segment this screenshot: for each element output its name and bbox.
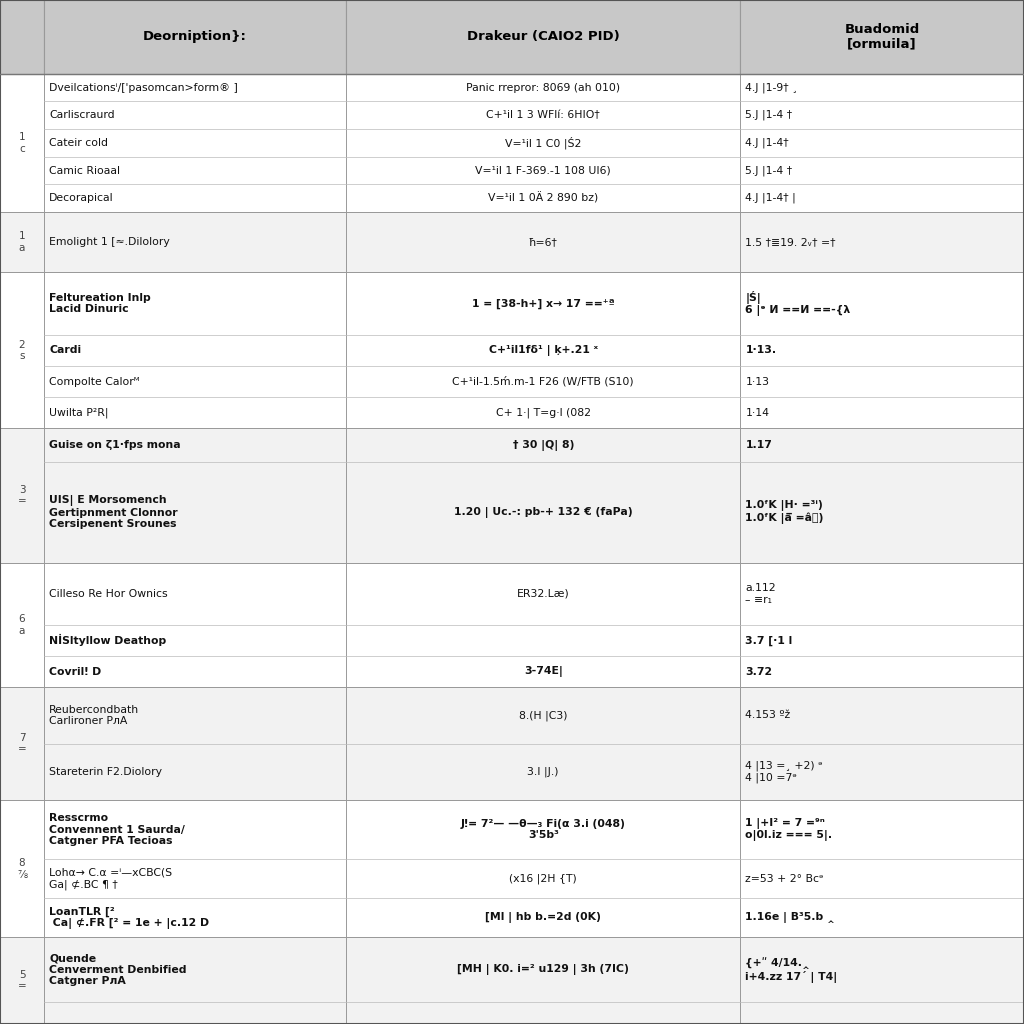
Bar [0,0,44,74]
Text: ħ=6†: ħ=6† [528,238,558,247]
Text: a.112
– ≡r₁: a.112 – ≡r₁ [745,583,776,604]
Text: Jǃ= 7²— —θ—₃ Fi(α 3.i (048)
3'5b³: Jǃ= 7²— —θ—₃ Fi(α 3.i (048) 3'5b³ [461,819,626,841]
Bar [0,937,1024,1024]
Text: |Ś|
6 |ᵊ И ==И ==-{λ: |Ś| 6 |ᵊ И ==И ==-{λ [745,291,851,316]
Text: 3.7 [·1 l: 3.7 [·1 l [745,635,793,645]
Text: 1·14: 1·14 [745,408,769,418]
Text: Emolight 1 [≈.Dilolory: Emolight 1 [≈.Dilolory [49,238,170,247]
Text: 1.5 †≣19. 2ᵥ† =†: 1.5 †≣19. 2ᵥ† =† [745,238,836,247]
Text: UIS| E Morsomench
Gertipnment Clonnor
Cersipenent Srounes: UIS| E Morsomench Gertipnment Clonnor Ce… [49,496,178,529]
Text: 3.72: 3.72 [745,667,772,677]
Text: 3-74E|: 3-74E| [524,666,562,677]
Text: Stareterin F2.Diolory: Stareterin F2.Diolory [49,767,162,777]
Text: 7
=: 7 = [17,733,27,755]
Bar [44,0,346,74]
Text: 1
a: 1 a [18,231,26,253]
Text: Buadomid
[ormuila]: Buadomid [ormuila] [845,23,920,51]
Text: Lohα→ C.α =ⁱ—xCBC(S
Ga| ⊄.BC ¶ †: Lohα→ C.α =ⁱ—xCBC(S Ga| ⊄.BC ¶ † [49,867,172,890]
Text: 1.16e | B³5.b ‸: 1.16e | B³5.b ‸ [745,912,836,924]
Bar [0,562,1024,687]
Text: Covrilǃ D: Covrilǃ D [49,667,101,677]
Text: Guise on ζ1·fps mona: Guise on ζ1·fps mona [49,440,181,451]
Text: 5.J |1-4 †: 5.J |1-4 † [745,110,793,121]
Text: 1.0ᶠK |H· =³ⁱ)
1.0ᶠK |ā̅ =â₏): 1.0ᶠK |H· =³ⁱ) 1.0ᶠK |ā̅ =â₏) [745,500,824,524]
Bar [0,74,1024,212]
Text: Camic Rioaal: Camic Rioaal [49,166,120,175]
Text: 4 |13 =¸ +2) ᵊ
4 |10 =7ᵊ: 4 |13 =¸ +2) ᵊ 4 |10 =7ᵊ [745,761,823,783]
Text: 1.20 | Uc.-: pb-+ 132 € (faPa): 1.20 | Uc.-: pb-+ 132 € (faPa) [454,507,633,518]
Text: C+ 1·| T=g·l (082: C+ 1·| T=g·l (082 [496,408,591,418]
Text: Deorniption}:: Deorniption}: [143,31,247,43]
Text: 4.J |1-9† ¸: 4.J |1-9† ¸ [745,82,798,93]
Text: Decorapical: Decorapical [49,194,114,203]
Text: z=53 + 2° Bcᵊ: z=53 + 2° Bcᵊ [745,873,824,884]
Text: 4.J |1-4† |: 4.J |1-4† | [745,193,797,204]
Text: 1·13: 1·13 [745,377,769,387]
Text: Drakeur (CAIO2 PID): Drakeur (CAIO2 PID) [467,31,620,43]
Text: 1 |+I² = 7 =⁹ⁿ
o|0l.iz === 5|.: 1 |+I² = 7 =⁹ⁿ o|0l.iz === 5|. [745,818,833,842]
Text: [Ml | hb b.=2d (0K): [Ml | hb b.=2d (0K) [485,912,601,924]
Text: V=¹il 1 0Ä 2 890 bz): V=¹il 1 0Ä 2 890 bz) [488,193,598,204]
Text: Feltureation Inlp
Lacid Dinuric: Feltureation Inlp Lacid Dinuric [49,293,151,314]
Text: 1
c: 1 c [18,132,26,154]
Text: 3.I |J.): 3.I |J.) [527,767,559,777]
Text: Dveilcationsⁱ/['pasomcan>form® ]: Dveilcationsⁱ/['pasomcan>form® ] [49,83,238,92]
Text: ER32.Læ): ER32.Læ) [517,589,569,599]
Text: 3
=: 3 = [17,484,27,506]
Text: 1·13.: 1·13. [745,345,776,355]
Text: Reubercondbath
Carlironer PᴫA: Reubercondbath Carlironer PᴫA [49,705,139,726]
Text: (x16 |2H {T): (x16 |2H {T) [509,873,578,884]
Text: V=¹il 1 F-369.-1 108 UI6): V=¹il 1 F-369.-1 108 UI6) [475,166,611,175]
Text: Compolte Calorᴹ: Compolte Calorᴹ [49,377,140,387]
Text: LoanTLR [²
 Ca| ⊄.FR [² = 1e + |c.12 D: LoanTLR [² Ca| ⊄.FR [² = 1e + |c.12 D [49,906,209,929]
Bar [740,0,1024,74]
Text: Cateir cold: Cateir cold [49,138,109,147]
Text: 4.J |1-4†: 4.J |1-4† [745,137,790,148]
Text: C+¹il 1 3 WFlí: 6HIO†: C+¹il 1 3 WFlí: 6HIO† [486,111,600,120]
Text: {+ʺ 4/14.‸
i+4.zz 17´ | T4|: {+ʺ 4/14.‸ i+4.zz 17´ | T4| [745,957,838,983]
Text: † 30 |Q| 8): † 30 |Q| 8) [513,439,573,451]
Text: 5
=: 5 = [17,970,27,991]
Text: 1.17: 1.17 [745,440,772,451]
Bar [0,428,1024,562]
Text: Uwilta P²R|: Uwilta P²R| [49,408,109,418]
Text: 8.(H |C3): 8.(H |C3) [519,711,567,721]
Text: V=¹il 1 C0 |Ś2: V=¹il 1 C0 |Ś2 [505,136,582,150]
Text: Carliscraurd: Carliscraurd [49,111,115,120]
Bar [0,687,1024,800]
Text: 8
⅞: 8 ⅞ [17,858,27,880]
Bar [0,272,1024,428]
Text: NİSltyllow Deathop: NİSltyllow Deathop [49,635,167,646]
Text: 5.J |1-4 †: 5.J |1-4 † [745,165,793,176]
Text: Cardi: Cardi [49,345,81,355]
Text: 6
a: 6 a [18,614,26,636]
Text: 2
s: 2 s [18,340,26,361]
Text: Resscrmo
Convennent 1 Saurda/
Catgner PFA Tecioas: Resscrmo Convennent 1 Saurda/ Catgner PF… [49,813,185,846]
Bar [0,800,1024,937]
Text: 4.153 ºž: 4.153 ºž [745,711,791,721]
Bar [346,0,740,74]
Bar [0,212,1024,272]
Text: Cilleso Re Hor Ownics: Cilleso Re Hor Ownics [49,589,168,599]
Text: Panic rrepror: 8069 (ah 010): Panic rrepror: 8069 (ah 010) [466,83,621,92]
Text: [MH | K0. i=² u129 | 3h (7IC): [MH | K0. i=² u129 | 3h (7IC) [458,965,629,976]
Text: C+¹il-1.5ḿ.m-1 F26 (W/FTB (S10): C+¹il-1.5ḿ.m-1 F26 (W/FTB (S10) [453,377,634,387]
Text: Quende
Cenverment Denbified
Catgner PᴫA: Quende Cenverment Denbified Catgner PᴫA [49,953,186,986]
Text: C+¹il1fẟ¹ | ķ+.21 ˣ: C+¹il1fẟ¹ | ķ+.21 ˣ [488,345,598,356]
Text: 1 = [38-h+] x→ 17 ==⁺ª: 1 = [38-h+] x→ 17 ==⁺ª [472,298,614,308]
